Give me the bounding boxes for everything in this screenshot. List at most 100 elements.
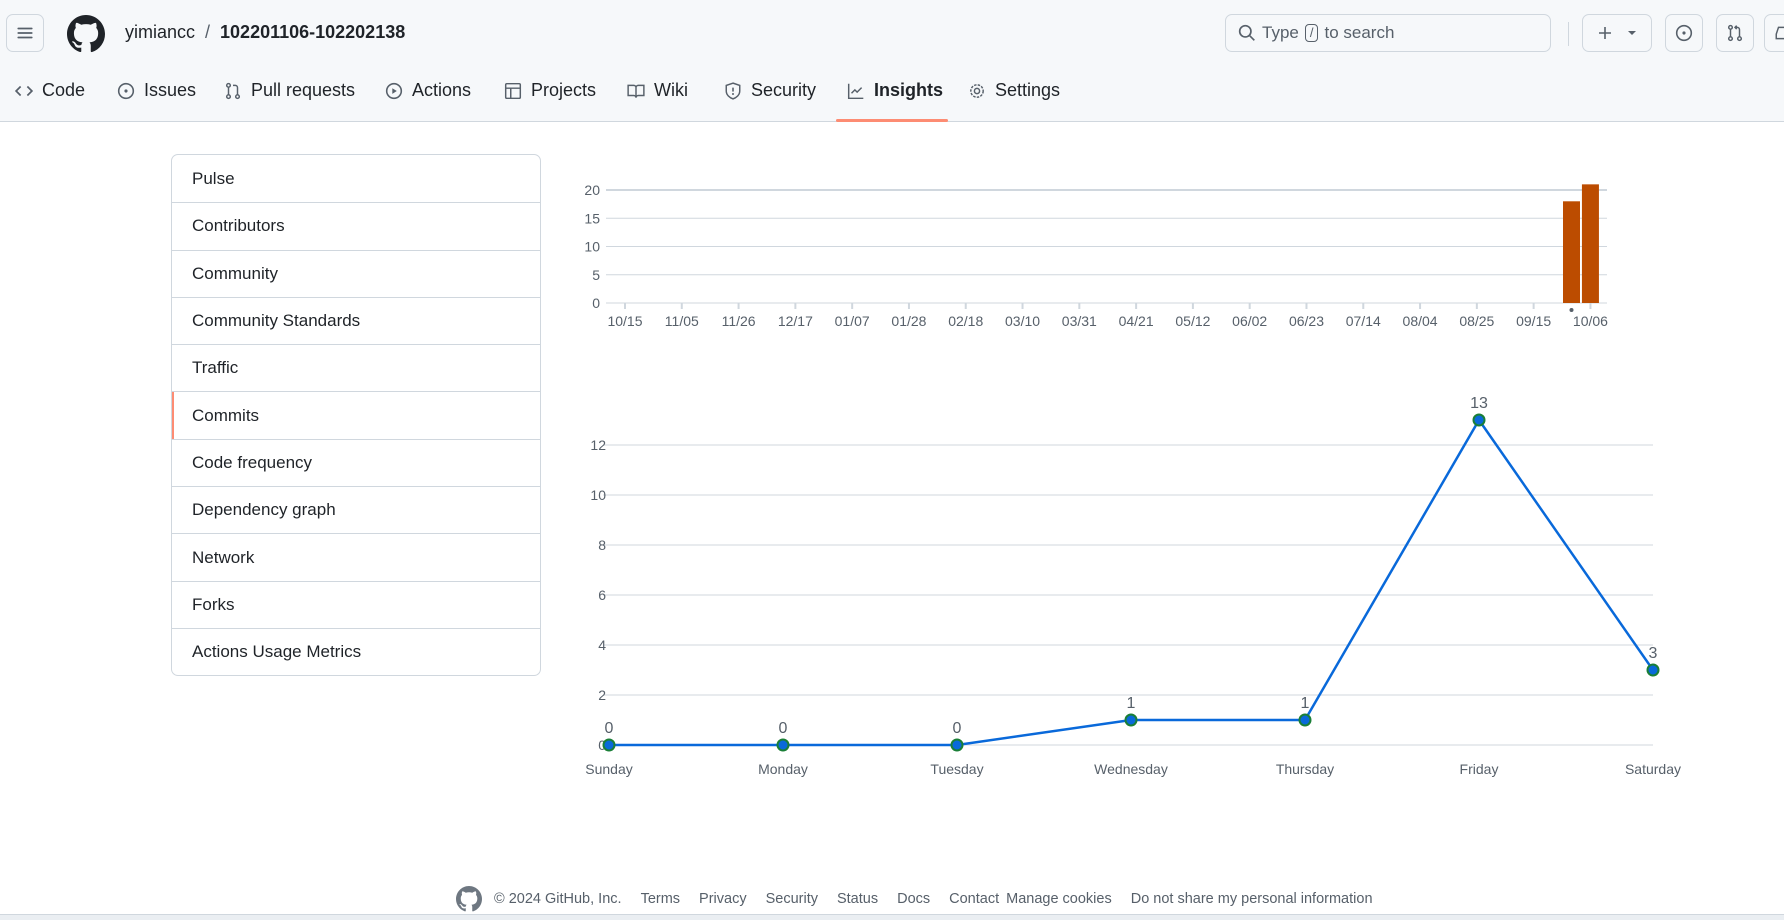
insights-sidebar: Pulse Contributors Community Community S… [171, 154, 541, 677]
github-logo-icon[interactable] [67, 15, 105, 53]
menu-button[interactable] [6, 14, 44, 52]
y-tick-label: 12 [590, 437, 606, 453]
x-tick-label: 01/07 [835, 313, 870, 329]
data-point-wednesday [1124, 713, 1138, 727]
tab-settings[interactable]: Settings [968, 80, 1060, 101]
search-input[interactable]: Type / to search [1225, 14, 1551, 52]
tab-label: Security [751, 80, 817, 100]
tab-label: Code [42, 80, 86, 100]
footer-link-security[interactable]: Security [765, 891, 818, 907]
x-tick-label: Sunday [585, 761, 632, 777]
x-tick-label: 08/25 [1459, 313, 1494, 329]
plus-icon [1599, 27, 1611, 39]
bar-10-06 [1581, 184, 1599, 303]
sidebar-item-contributors[interactable]: Contributors [172, 202, 540, 249]
data-label: 1 [1127, 695, 1136, 712]
sidebar-item-commits[interactable]: Commits [172, 391, 540, 440]
issues-button[interactable] [1665, 14, 1703, 52]
x-tick-label: 05/12 [1175, 313, 1210, 329]
y-tick-label: 20 [584, 182, 600, 198]
breadcrumb-separator: / [205, 22, 211, 42]
x-tick-label: 11/05 [665, 313, 699, 329]
footer-link-privacy[interactable]: Privacy [699, 891, 747, 907]
x-tick-label: Tuesday [930, 761, 983, 777]
inbox-button[interactable] [1764, 14, 1784, 52]
tab-label: Wiki [654, 80, 688, 100]
tab-label: Settings [995, 80, 1061, 100]
data-point-saturday [1646, 663, 1660, 677]
y-tick-label: 6 [598, 587, 606, 603]
sidebar-item-traffic[interactable]: Traffic [172, 344, 540, 391]
hover-marker [1569, 308, 1574, 312]
tab-wiki[interactable]: Wiki [627, 80, 688, 101]
tab-actions[interactable]: Actions [385, 80, 471, 101]
y-tick-label: 10 [584, 239, 600, 255]
issue-icon [1675, 24, 1693, 42]
x-tick-label: Thursday [1276, 761, 1334, 777]
footer-link-do-not-share[interactable]: Do not share my personal information [1130, 891, 1373, 907]
footer-link-status[interactable]: Status [836, 891, 879, 907]
footer-link-contact[interactable]: Contact [949, 891, 1000, 907]
x-tick-label: 06/23 [1289, 313, 1324, 329]
x-tick-label: Friday [1460, 761, 1499, 777]
footer-link-manage-cookies[interactable]: Manage cookies [1006, 891, 1112, 907]
x-tick-label: 08/04 [1403, 313, 1438, 329]
tab-label: Actions [412, 80, 472, 100]
search-shortcut-key: / [1304, 24, 1319, 42]
x-tick-label: 10/06 [1573, 313, 1608, 329]
shield-icon [725, 81, 741, 100]
data-label: 0 [779, 720, 788, 737]
tab-label: Insights [874, 80, 944, 100]
footer-copyright: © 2024 GitHub, Inc. [494, 891, 622, 907]
sidebar-item-community-standards[interactable]: Community Standards [172, 296, 540, 344]
tab-label: Projects [531, 80, 597, 100]
caret-down-icon [1628, 31, 1636, 35]
y-tick-label: 2 [598, 687, 606, 703]
bar-09-29 [1563, 201, 1580, 303]
x-tick-label: 02/18 [948, 313, 983, 329]
tab-insights[interactable]: Insights [847, 80, 943, 101]
create-new-button[interactable] [1582, 14, 1652, 52]
pull-requests-button[interactable] [1716, 14, 1754, 52]
sidebar-item-community[interactable]: Community [172, 249, 540, 297]
x-tick-label: 09/15 [1516, 313, 1551, 329]
sidebar-item-actions-usage-metrics[interactable]: Actions Usage Metrics [172, 627, 540, 675]
breadcrumb: yimiancc / 102201106-102202138 [125, 22, 405, 43]
repo-link[interactable]: 102201106-102202138 [220, 22, 406, 42]
data-label: 3 [1649, 645, 1658, 662]
tab-code[interactable]: Code [15, 80, 85, 101]
tab-issues[interactable]: Issues [117, 80, 196, 101]
footer-link-docs[interactable]: Docs [897, 891, 931, 907]
search-prefix: Type [1262, 23, 1299, 42]
footer-link-terms[interactable]: Terms [640, 891, 681, 907]
x-tick-label: Saturday [1625, 761, 1681, 777]
tab-security[interactable]: Security [724, 80, 816, 101]
tab-projects[interactable]: Projects [504, 80, 596, 101]
x-tick-label: Monday [758, 761, 808, 777]
data-label: 1 [1301, 695, 1310, 712]
y-tick-label: 5 [592, 267, 600, 283]
weekly-commits-bar-chart: 0 5 10 15 20 10/15 11/05 11/26 12/17 01/07 01/28 02… [584, 182, 1608, 329]
x-tick-label: 03/31 [1062, 313, 1097, 329]
sidebar-item-code-frequency[interactable]: Code frequency [172, 438, 540, 486]
tab-pull-requests[interactable]: Pull requests [224, 80, 355, 101]
tab-label: Pull requests [251, 80, 356, 100]
y-tick-label: 4 [598, 637, 606, 653]
github-footer-logo-icon[interactable] [456, 886, 482, 912]
page-bottom-bar [0, 914, 1784, 920]
x-tick-label: 10/15 [607, 313, 642, 329]
gear-icon [970, 83, 984, 98]
sidebar-item-pulse[interactable]: Pulse [192, 168, 235, 188]
owner-link[interactable]: yimiancc [125, 22, 196, 42]
y-tick-label: 10 [590, 487, 606, 503]
y-tick-label: 15 [584, 210, 600, 226]
x-tick-label: 07/14 [1346, 313, 1381, 329]
sidebar-item-network[interactable]: Network [172, 533, 540, 580]
inbox-icon [1775, 26, 1784, 40]
book-icon [627, 84, 645, 98]
data-label: 0 [605, 720, 614, 737]
sidebar-item-dependency-graph[interactable]: Dependency graph [172, 486, 540, 533]
sidebar-item-forks[interactable]: Forks [172, 580, 540, 628]
x-tick-label: Wednesday [1094, 761, 1168, 777]
